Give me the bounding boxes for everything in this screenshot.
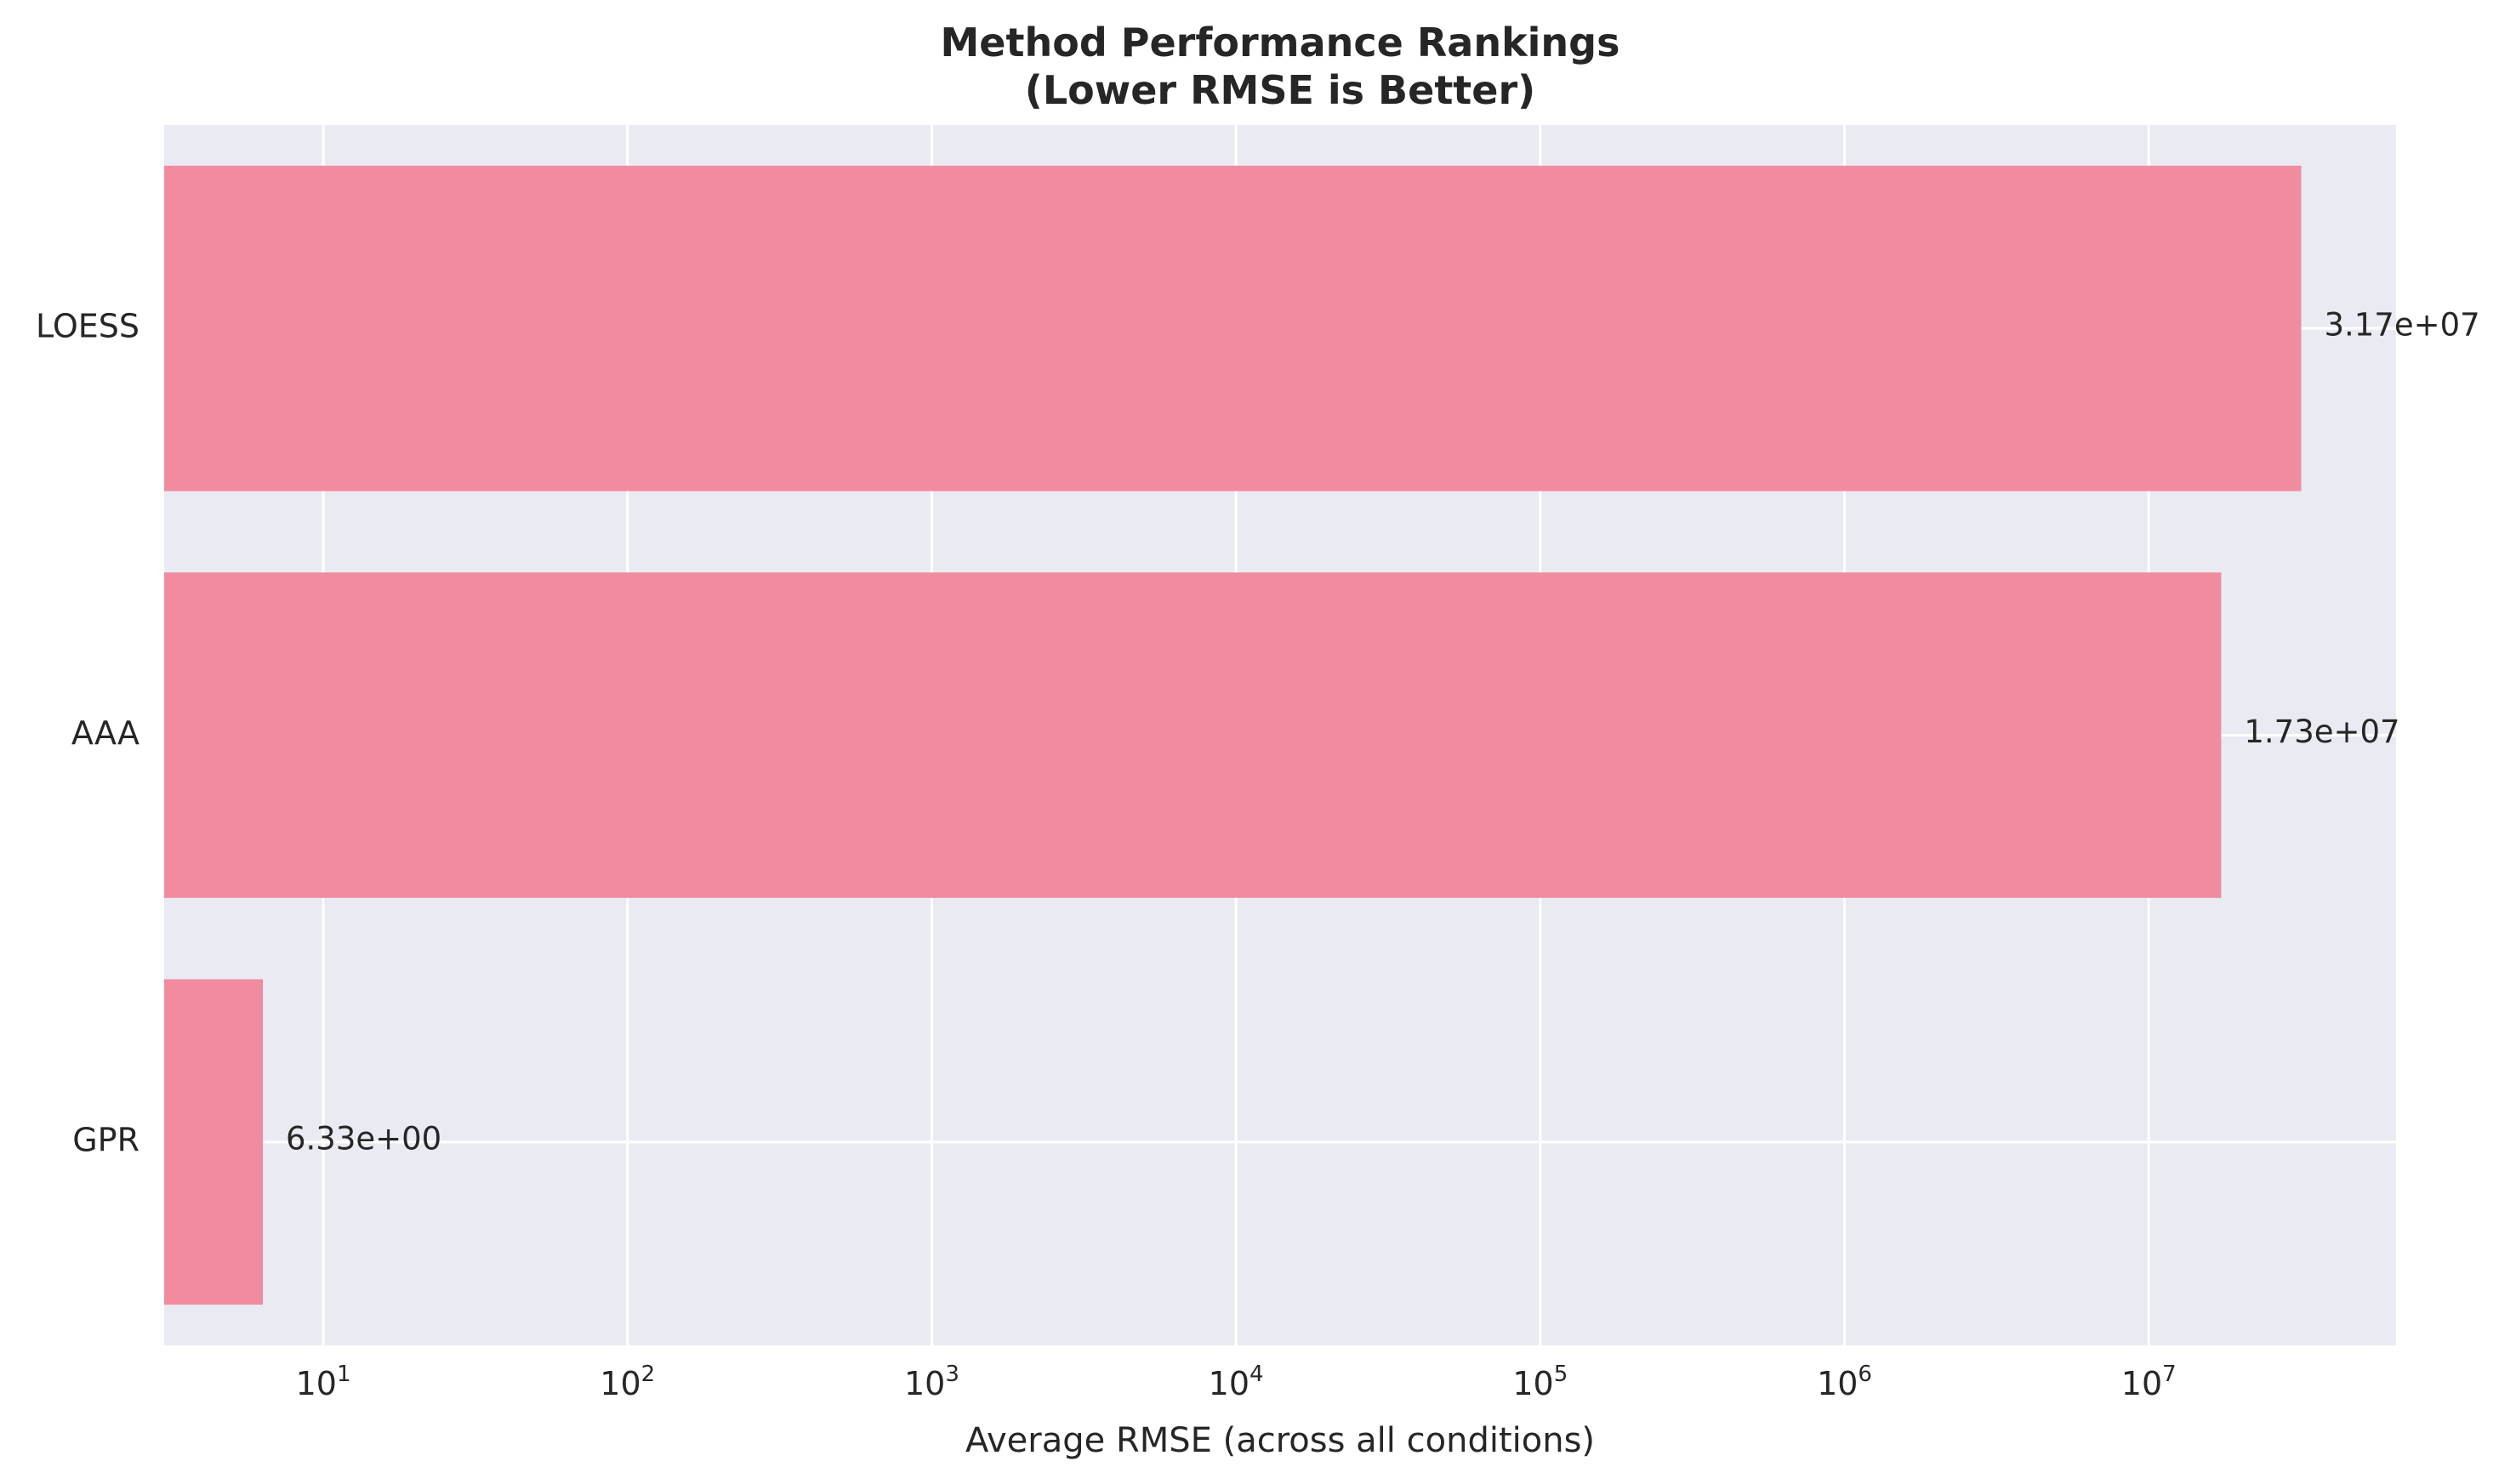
chart-subtitle: (Lower RMSE is Better) xyxy=(1025,67,1535,113)
bar-gpr xyxy=(164,979,263,1305)
x-tick-label: 106 xyxy=(1817,1362,1872,1402)
value-label-aaa: 1.73e+07 xyxy=(2244,714,2399,750)
x-tick-labels: 101 102 103 104 105 106 107 xyxy=(296,1362,2177,1402)
x-tick-label: 101 xyxy=(296,1362,351,1402)
value-label-gpr: 6.33e+00 xyxy=(286,1120,441,1157)
x-tick-label: 103 xyxy=(904,1362,959,1402)
y-tick-labels: LOESS AAA GPR xyxy=(36,308,139,1159)
x-tick-label: 102 xyxy=(600,1362,655,1402)
y-tick-label-aaa: AAA xyxy=(71,714,139,752)
x-tick-label: 104 xyxy=(1209,1362,1264,1402)
x-tick-label: 107 xyxy=(2121,1362,2177,1402)
bar-aaa xyxy=(164,572,2222,898)
chart-title: Method Performance Rankings xyxy=(941,20,1620,65)
bar-loess xyxy=(164,165,2302,492)
value-labels: 3.17e+07 1.73e+07 6.33e+00 xyxy=(286,307,2480,1157)
x-tick-label: 105 xyxy=(1512,1362,1568,1402)
y-tick-label-loess: LOESS xyxy=(36,308,139,345)
bars xyxy=(164,165,2302,1305)
y-tick-label-gpr: GPR xyxy=(72,1121,139,1158)
value-label-loess: 3.17e+07 xyxy=(2324,307,2479,344)
x-axis-label: Average RMSE (across all conditions) xyxy=(965,1421,1595,1460)
